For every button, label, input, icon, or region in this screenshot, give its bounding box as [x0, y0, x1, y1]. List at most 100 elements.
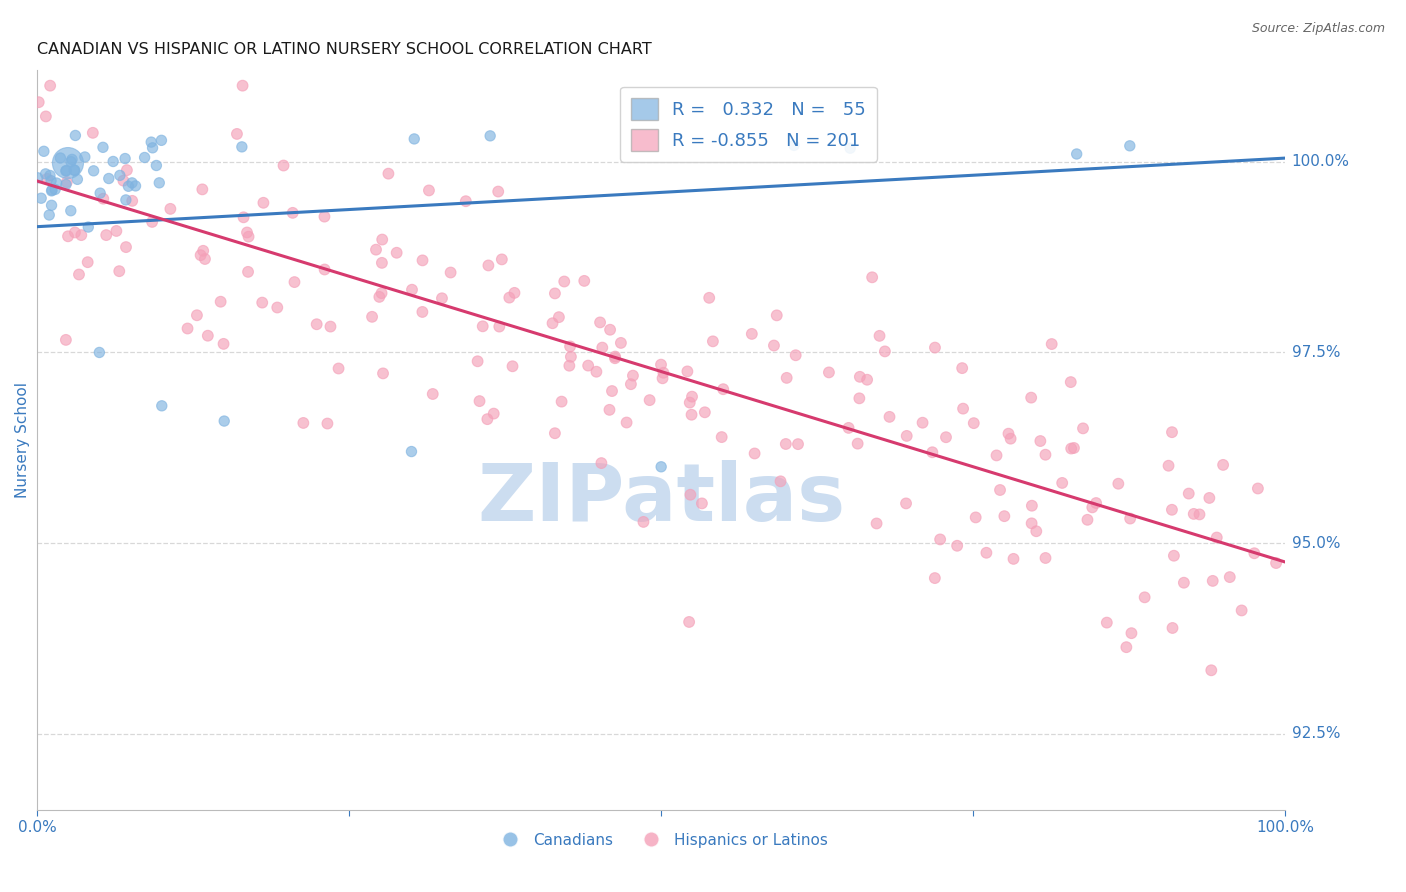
Point [56, 156, 79, 170]
Text: 100.0%: 100.0% [1292, 154, 1350, 169]
Point [1243, 546, 1265, 560]
Point [212, 337, 235, 351]
Point [115, 240, 138, 254]
Point [105, 224, 128, 238]
Point [1182, 507, 1205, 521]
Text: ZIPatlas: ZIPatlas [477, 460, 845, 538]
Point [585, 365, 607, 379]
Point [600, 384, 623, 398]
Point [591, 341, 613, 355]
Text: 92.5%: 92.5% [1292, 726, 1340, 741]
Point [314, 210, 336, 224]
Point [935, 430, 957, 444]
Point [860, 270, 883, 285]
Point [681, 408, 703, 422]
Point [599, 323, 621, 337]
Point [141, 215, 163, 229]
Point [1202, 574, 1225, 588]
Point [988, 483, 1011, 497]
Point [212, 414, 235, 428]
Point [231, 140, 253, 154]
Point [477, 412, 499, 426]
Point [929, 533, 952, 547]
Point [1021, 516, 1043, 531]
Point [121, 176, 143, 190]
Point [236, 226, 259, 240]
Point [194, 252, 217, 266]
Point [849, 369, 872, 384]
Y-axis label: Nursery School: Nursery School [15, 382, 30, 498]
Point [30, 191, 52, 205]
Point [314, 262, 336, 277]
Point [503, 285, 526, 300]
Point [924, 341, 946, 355]
Point [439, 266, 461, 280]
Point [89, 186, 111, 201]
Point [1050, 475, 1073, 490]
Point [292, 416, 315, 430]
Point [56, 175, 79, 189]
Point [101, 154, 124, 169]
Point [1019, 391, 1042, 405]
Point [856, 373, 879, 387]
Point [76, 255, 98, 269]
Point [232, 211, 254, 225]
Point [63, 226, 86, 240]
Point [145, 159, 167, 173]
Point [117, 179, 139, 194]
Point [467, 354, 489, 368]
Point [39, 78, 62, 93]
Point [1060, 375, 1083, 389]
Point [377, 167, 399, 181]
Point [108, 169, 131, 183]
Point [1173, 575, 1195, 590]
Point [477, 259, 499, 273]
Point [1076, 513, 1098, 527]
Point [150, 133, 173, 147]
Point [27, 170, 49, 185]
Point [316, 417, 339, 431]
Point [134, 151, 156, 165]
Point [176, 321, 198, 335]
Point [77, 220, 100, 235]
Point [252, 295, 274, 310]
Point [49, 151, 72, 165]
Point [633, 515, 655, 529]
Point [190, 248, 212, 262]
Point [605, 350, 627, 364]
Point [1095, 615, 1118, 630]
Point [1219, 570, 1241, 584]
Point [486, 185, 509, 199]
Point [711, 382, 734, 396]
Point [28, 95, 51, 110]
Point [404, 132, 426, 146]
Point [385, 245, 408, 260]
Point [55, 163, 77, 178]
Point [401, 444, 423, 458]
Point [1205, 531, 1227, 545]
Point [678, 615, 700, 629]
Point [693, 405, 716, 419]
Point [328, 361, 350, 376]
Point [39, 174, 62, 188]
Point [45, 176, 67, 190]
Point [114, 152, 136, 166]
Text: CANADIAN VS HISPANIC OR LATINO NURSERY SCHOOL CORRELATION CHART: CANADIAN VS HISPANIC OR LATINO NURSERY S… [37, 42, 652, 57]
Point [370, 286, 392, 301]
Point [67, 268, 90, 282]
Point [775, 437, 797, 451]
Point [976, 546, 998, 560]
Point [209, 294, 232, 309]
Point [603, 351, 626, 366]
Point [148, 176, 170, 190]
Point [1066, 147, 1088, 161]
Point [1161, 503, 1184, 517]
Point [894, 496, 917, 510]
Point [1063, 441, 1085, 455]
Point [650, 459, 672, 474]
Legend: Canadians, Hispanics or Latinos: Canadians, Hispanics or Latinos [488, 827, 834, 854]
Point [838, 421, 860, 435]
Point [873, 344, 896, 359]
Point [65, 128, 87, 143]
Point [1107, 476, 1129, 491]
